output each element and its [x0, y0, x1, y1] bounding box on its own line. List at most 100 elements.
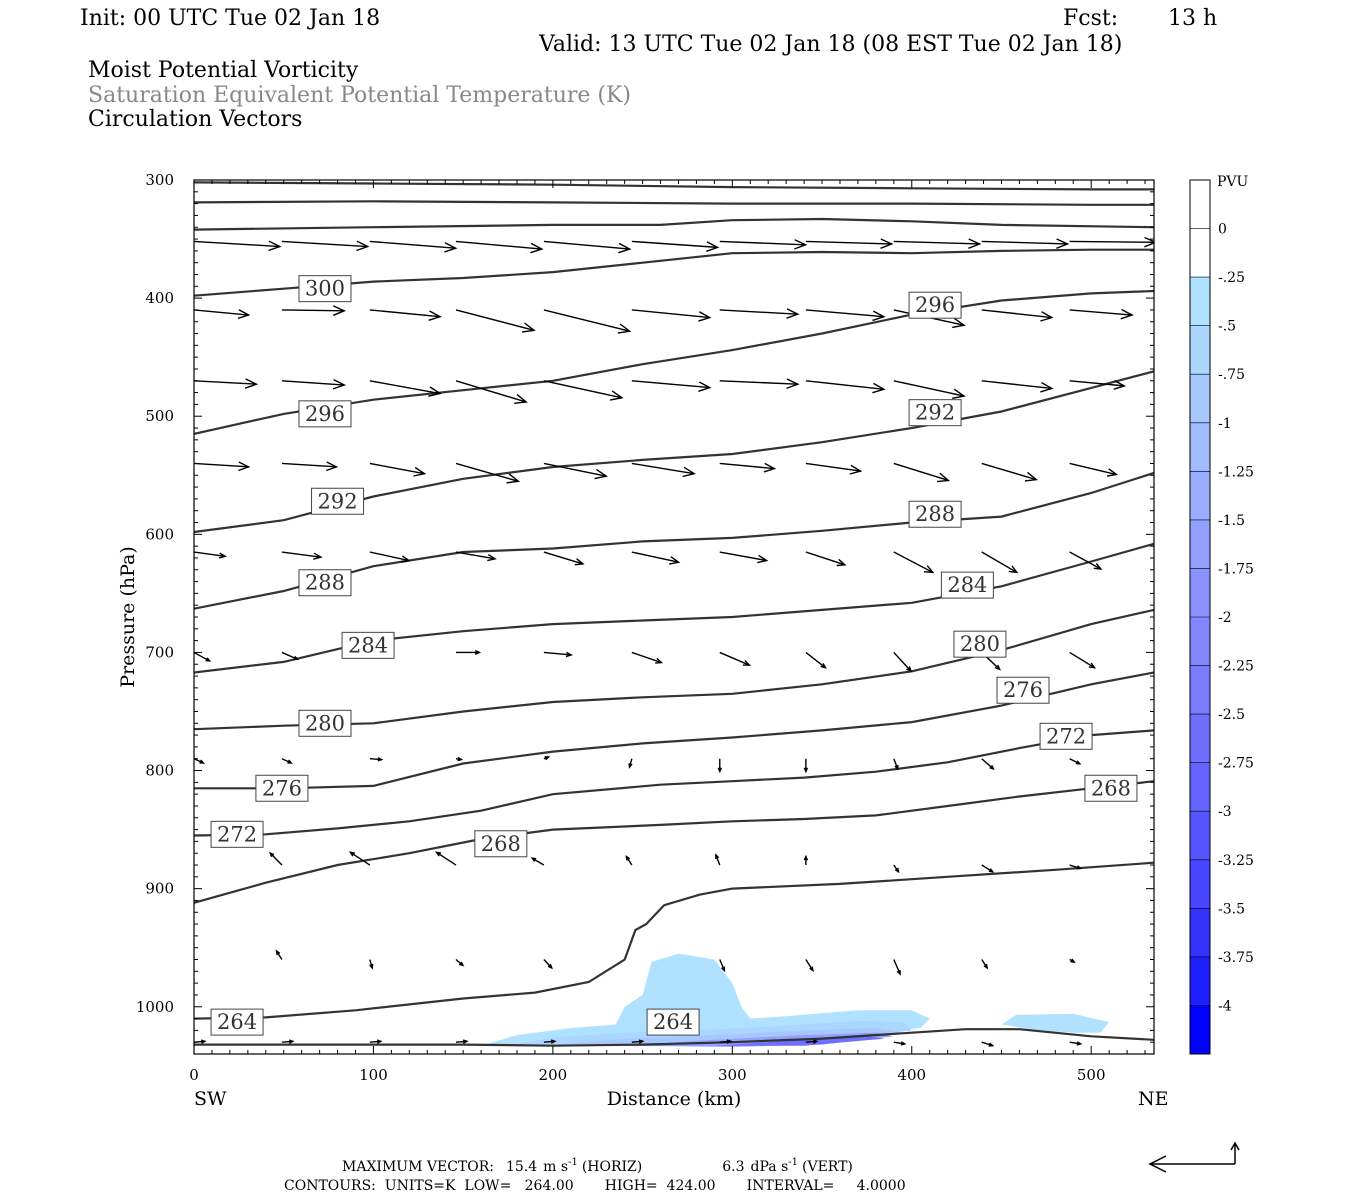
- circulation-vector: [194, 461, 251, 472]
- vector-arrowhead: [1024, 471, 1039, 482]
- vector-arrowhead: [803, 854, 809, 861]
- colorbar-swatch: [1190, 811, 1210, 861]
- colorbar-tick-label: -4: [1218, 998, 1232, 1014]
- vector-arrowhead: [894, 764, 899, 771]
- contour-label-284: 284: [341, 631, 395, 659]
- circulation-vector: [631, 380, 712, 392]
- circulation-vector: [893, 462, 951, 483]
- circulation-vector: [805, 309, 886, 322]
- vector-shaft: [1069, 551, 1102, 570]
- y-tick-label: 400: [145, 289, 174, 307]
- circulation-vector: [981, 462, 1039, 482]
- y-tick-label: 700: [145, 643, 174, 661]
- colorbar-swatch: [1190, 665, 1210, 715]
- vector-shaft: [1069, 864, 1081, 870]
- vector-arrowhead: [444, 242, 458, 253]
- max-vector-line: MAXIMUM VECTOR: 15.4 m s-1 (HORIZ) 6.3 dPa s-…: [342, 1157, 853, 1175]
- vector-arrowhead: [669, 556, 681, 565]
- vector-arrowhead: [1076, 1041, 1083, 1046]
- circulation-vector: [194, 651, 212, 662]
- circulation-vector: [719, 551, 769, 564]
- forecast-hour: 13 h: [1168, 6, 1217, 31]
- contour-label-text: 280: [305, 711, 345, 735]
- circulation-vector: [893, 551, 935, 574]
- circulation-vector: [348, 851, 371, 866]
- vector-arrowhead: [617, 323, 632, 334]
- vector-shaft: [805, 240, 892, 245]
- circulation-vector: [631, 1039, 645, 1044]
- contour-label-box: [474, 830, 528, 858]
- vector-shaft: [194, 551, 226, 557]
- circulation-vector: [893, 1041, 907, 1046]
- circulation-vector: [281, 551, 323, 560]
- vector-arrowhead: [1106, 468, 1119, 477]
- vector-arrowhead: [812, 1039, 819, 1044]
- circulation-vector: [455, 1039, 469, 1044]
- colorbar-tick-label: -2.5: [1218, 707, 1245, 723]
- contour-label-288: 288: [908, 500, 962, 528]
- vector-arrowhead: [200, 1039, 207, 1044]
- circulation-vector: [981, 864, 995, 873]
- vector-shaft: [981, 758, 994, 770]
- circulation-vector: [1069, 1041, 1083, 1046]
- vector-shaft: [369, 551, 409, 562]
- colorbar-swatch: [1190, 228, 1210, 278]
- vector-arrowhead: [726, 1039, 733, 1044]
- vector-shaft: [1069, 462, 1117, 476]
- vector-arrowhead: [1088, 662, 1097, 669]
- reference-vector-icon: [1148, 1141, 1240, 1173]
- vector-shaft: [805, 1040, 817, 1043]
- y-axis-label: Pressure (hPa): [117, 546, 139, 688]
- circulation-vector: [717, 758, 722, 774]
- vector-arrowhead: [872, 382, 886, 394]
- mpv-fill-region-0: [481, 953, 930, 1046]
- circulation-vector: [281, 651, 300, 660]
- contour-label-264: 264: [646, 1008, 700, 1036]
- mpv-fill-region-1: [1001, 1013, 1110, 1033]
- circulation-vector: [1069, 758, 1082, 765]
- x-axis-right-end-label: NE: [1138, 1088, 1169, 1110]
- vector-arrowhead: [894, 867, 900, 874]
- colorbar-swatch: [1190, 762, 1210, 812]
- vector-shaft: [981, 462, 1037, 481]
- x-tick-label: 200: [539, 1066, 568, 1084]
- circulation-vector: [719, 378, 800, 390]
- colorbar-swatch: [1190, 422, 1210, 472]
- vector-shaft: [981, 240, 1068, 245]
- vector-arrowhead: [458, 961, 465, 967]
- circulation-vector: [369, 240, 458, 253]
- vector-arrowhead: [332, 305, 347, 316]
- contour-label-296: 296: [908, 291, 962, 319]
- vector-arrowhead: [218, 552, 227, 559]
- vector-arrowhead: [1093, 563, 1103, 570]
- circulation-vector: [719, 239, 808, 250]
- vert-tag: (VERT): [802, 1159, 853, 1175]
- vector-shaft: [194, 651, 210, 662]
- vector-arrowhead: [544, 756, 551, 761]
- vector-shaft: [893, 380, 965, 397]
- vector-arrowhead: [325, 461, 339, 472]
- colorbar-title: PVU: [1217, 174, 1249, 190]
- contour-label-text: 268: [481, 832, 521, 856]
- x-tick-label: 400: [897, 1066, 926, 1084]
- colorbar-tick-label: -3.25: [1218, 853, 1254, 869]
- vector-arrowhead: [625, 854, 631, 861]
- circulation-vector: [719, 959, 726, 973]
- vector-shaft: [369, 1040, 381, 1043]
- vector-arrowhead: [809, 966, 814, 973]
- vector-arrowhead: [872, 310, 886, 322]
- vector-shaft: [349, 851, 371, 866]
- isentrope-contours: [194, 181, 1154, 1047]
- colorbar-swatch: [1190, 471, 1210, 521]
- vector-shaft: [531, 857, 545, 866]
- vector-arrowhead: [952, 317, 966, 329]
- colorbar-swatch: [1190, 374, 1210, 424]
- vector-shaft: [631, 462, 695, 475]
- contour-label-text: 264: [653, 1010, 693, 1034]
- colorbar-tick-label: -2.75: [1218, 756, 1254, 772]
- pvu-colorbar: PVU 0 -.25 -.5 -.75 -1 -1.25 -1.5 -1.75 -2 -2.25 -…: [1189, 174, 1254, 1055]
- vector-shaft: [805, 462, 861, 472]
- circulation-vector: [981, 758, 995, 771]
- vector-arrowhead: [968, 238, 982, 249]
